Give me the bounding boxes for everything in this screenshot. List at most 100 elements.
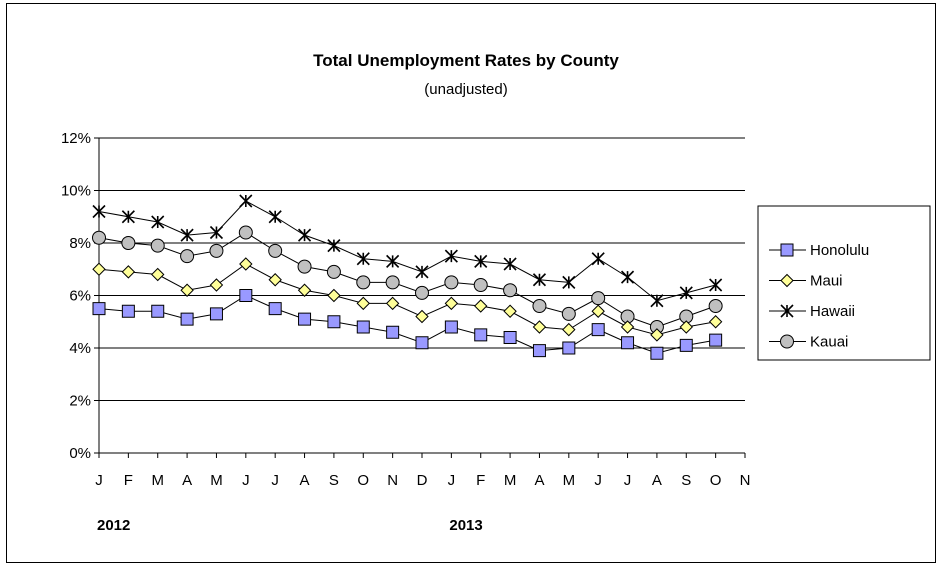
data-point-kauai [532,299,547,313]
legend-item-kauai: Kauai [769,334,848,351]
data-point-kauai [297,259,312,274]
legend-label: Honolulu [810,242,869,259]
data-point-honolulu [709,333,723,347]
data-point-kauai [473,278,488,292]
x-tick-label: J [448,472,456,489]
legend-label: Hawaii [810,303,855,320]
data-point-honolulu [121,304,135,318]
data-point-hawaii [591,252,605,266]
data-point-hawaii [562,275,576,289]
data-point-honolulu [562,341,576,355]
x-tick-label: M [151,472,164,489]
data-point-kauai [708,299,723,313]
data-point-maui [356,296,370,311]
legend-item-hawaii: Hawaii [769,303,855,320]
data-point-hawaii [444,249,458,263]
data-point-maui [650,328,664,342]
x-tick-label: M [210,472,223,489]
x-tick-label: J [624,472,632,489]
legend-item-honolulu: Honolulu [769,242,869,259]
chart-subtitle: (unadjusted) [424,81,507,98]
x-tick-label: N [740,472,751,489]
x-tick-label: M [504,472,517,489]
data-point-hawaii [386,254,400,268]
data-point-honolulu [621,336,635,350]
data-point-honolulu [92,302,106,316]
data-point-hawaii [503,257,517,271]
data-point-hawaii [679,286,693,300]
data-point-maui [444,296,459,311]
series-hawaii [92,194,723,308]
x-tick-label: J [95,472,103,489]
data-point-kauai [238,225,253,240]
data-point-maui [268,273,282,287]
data-point-honolulu [298,312,312,326]
data-point-maui [297,283,312,297]
y-tick-label: 6% [69,288,91,305]
x-tick-label: O [710,472,722,489]
data-point-honolulu [444,320,458,334]
legend-marker-maui [780,273,794,288]
data-point-maui [121,265,136,279]
series-honolulu [92,289,723,360]
data-point-honolulu [268,302,282,316]
series-line-honolulu [98,294,716,354]
data-point-maui [327,288,341,303]
y-tick-label: 0% [69,445,91,462]
data-point-hawaii [239,194,253,208]
legend-marker-kauai [780,334,794,349]
series-line-maui [98,263,716,336]
x-tick-label: N [387,472,398,489]
data-point-kauai [209,243,224,258]
data-point-kauai [326,264,341,279]
x-tick-label: A [652,472,662,489]
data-point-hawaii [180,228,194,242]
data-point-honolulu [415,336,429,350]
y-tick-label: 10% [61,183,91,200]
data-point-maui [532,320,547,334]
series-line-kauai [98,231,716,328]
x-tick-label: J [594,472,602,489]
data-point-hawaii [268,210,282,224]
data-point-maui [708,315,723,329]
y-tick-label: 8% [69,235,91,252]
series-line-hawaii [98,200,716,302]
data-point-maui [591,304,605,318]
y-tick-label: 12% [61,130,91,147]
data-point-kauai [415,285,429,300]
data-point-honolulu [650,346,664,360]
data-point-maui [474,299,488,313]
data-point-honolulu [327,315,341,329]
chart-title: Total Unemployment Rates by County [313,51,619,70]
data-point-hawaii [650,294,664,308]
data-point-honolulu [239,289,253,302]
data-point-kauai [591,291,606,306]
data-point-maui [239,257,253,271]
data-point-honolulu [532,344,546,358]
data-point-honolulu [386,325,400,339]
x-tick-label: M [563,472,576,489]
data-point-maui [620,320,635,334]
data-point-kauai [180,249,195,264]
x-tick-label: F [476,472,485,489]
x-tick-label: A [300,472,310,489]
series-kauai [92,225,723,334]
data-point-honolulu [151,304,165,318]
data-point-hawaii [121,210,135,224]
year-label: 2012 [97,517,130,534]
data-point-kauai [150,238,165,253]
data-point-hawaii [356,252,370,266]
legend-item-maui: Maui [769,273,843,290]
data-point-hawaii [620,270,635,284]
data-point-maui [562,322,576,337]
data-point-hawaii [474,254,488,268]
x-tick-label: A [182,472,192,489]
data-point-kauai [356,275,371,290]
legend-label: Kauai [810,334,848,351]
data-point-hawaii [209,225,224,240]
data-point-maui [180,283,194,297]
data-point-hawaii [532,273,547,287]
x-tick-label: S [329,472,339,489]
data-point-honolulu [679,338,693,352]
data-point-maui [385,296,400,311]
